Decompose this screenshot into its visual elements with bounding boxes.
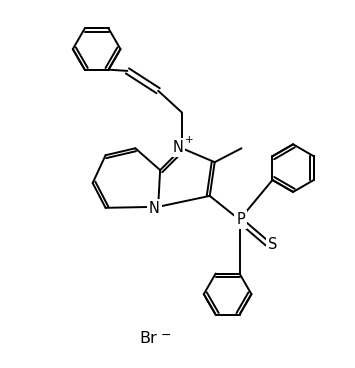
Text: S: S bbox=[268, 237, 277, 252]
Text: P: P bbox=[236, 212, 245, 227]
Text: −: − bbox=[161, 329, 171, 342]
Text: N: N bbox=[173, 140, 184, 155]
Text: Br: Br bbox=[140, 331, 157, 346]
Text: +: + bbox=[185, 135, 193, 145]
Text: N: N bbox=[149, 201, 160, 216]
